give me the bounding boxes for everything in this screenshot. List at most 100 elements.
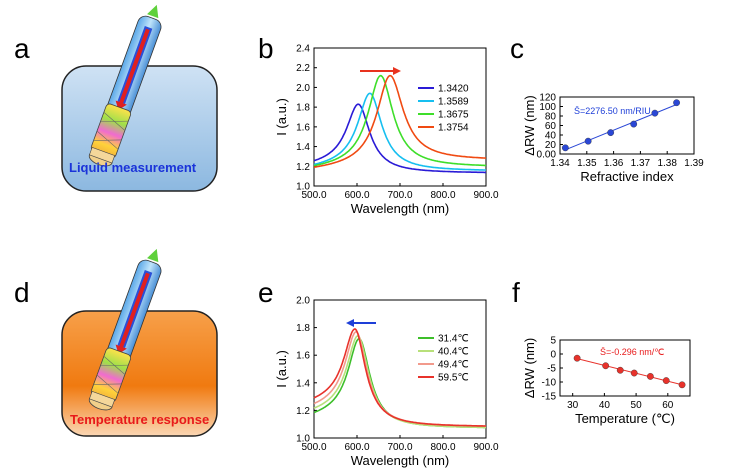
data-point xyxy=(602,362,610,370)
x-tick-label: 1.37 xyxy=(631,158,651,169)
panel-label-c: c xyxy=(510,33,524,64)
y-tick-label: 40 xyxy=(545,131,557,142)
x-tick-label: 600.0 xyxy=(344,442,369,453)
x-tick-label: 700.0 xyxy=(387,190,412,201)
data-point xyxy=(662,377,670,384)
x-tick-label: 1.36 xyxy=(604,158,624,169)
y-tick-label: 60 xyxy=(545,121,557,132)
shift-arrow-head xyxy=(393,67,401,75)
y-axis-title: I (a.u.) xyxy=(274,350,289,388)
sensitivity-annotation: S̄=2276.50 nm/RIU xyxy=(574,106,651,116)
data-point xyxy=(651,109,659,117)
legend-label: 1.3589 xyxy=(438,97,469,108)
legend-label: 1.3420 xyxy=(438,84,469,95)
x-tick-label: 700.0 xyxy=(387,442,412,453)
panel-label-a: a xyxy=(14,33,30,64)
panel-a-box-label: Liquid measurement xyxy=(69,160,197,175)
legend-label: 31.4℃ xyxy=(438,334,469,345)
y-tick-label: 1.6 xyxy=(296,351,310,362)
x-tick-label: 600.0 xyxy=(344,190,369,201)
y-tick-label: 1.0 xyxy=(296,182,310,193)
x-axis-title: Refractive index xyxy=(580,169,674,184)
data-point xyxy=(630,369,638,377)
x-axis-title: Temperature (℃) xyxy=(575,411,675,426)
y-tick-label: 1.2 xyxy=(296,162,310,173)
panel-label-b: b xyxy=(258,33,274,64)
y-tick-label: 1.2 xyxy=(296,406,310,417)
data-point xyxy=(573,354,581,362)
data-point xyxy=(616,366,624,374)
y-tick-label: 2.0 xyxy=(296,83,310,94)
y-tick-label: -5 xyxy=(547,364,556,375)
chart-e: 500.0 600.0 700.0 800.0 900.0 1.0 1.2 1.4 1.6 1.8… xyxy=(274,296,499,469)
x-tick-label: 1.39 xyxy=(684,158,704,169)
y-tick-label: 2.4 xyxy=(296,44,310,55)
x-tick-label: 900.0 xyxy=(473,442,498,453)
y-tick-label: 80 xyxy=(545,112,557,123)
chart-c: 1.34 1.35 1.36 1.37 1.38 1.39 0.00204060801001… xyxy=(522,93,704,185)
legend-label: 1.3754 xyxy=(438,123,469,134)
y-axis-title: ΔRW (nm) xyxy=(522,95,537,155)
legend-label: 1.3675 xyxy=(438,110,469,121)
fiber-probe-d xyxy=(88,248,162,411)
y-tick-label: 2.0 xyxy=(296,296,310,307)
x-axis-title: Wavelength (nm) xyxy=(351,453,450,468)
y-tick-label: 100 xyxy=(539,102,556,113)
x-tick-label: 900.0 xyxy=(473,190,498,201)
series-line-1.3420 xyxy=(313,103,486,174)
y-tick-label: 0.00 xyxy=(537,150,557,161)
y-axis-title: I (a.u.) xyxy=(274,98,289,136)
y-tick-label: -15 xyxy=(542,392,557,403)
series-line-1.3675 xyxy=(313,74,486,167)
y-tick-label: 1.4 xyxy=(296,378,310,389)
data-point xyxy=(584,137,592,145)
x-tick-label: 800.0 xyxy=(430,442,455,453)
y-tick-label: 20 xyxy=(545,140,557,151)
shift-arrow-head xyxy=(346,319,354,327)
series-line-40.4℃ xyxy=(313,335,486,429)
y-tick-label: 0 xyxy=(550,350,556,361)
data-point xyxy=(678,381,686,389)
series-line-1.3589 xyxy=(313,92,486,171)
y-tick-label: 1.4 xyxy=(296,142,310,153)
x-tick-label: 800.0 xyxy=(430,190,455,201)
x-tick-label: 500.0 xyxy=(301,190,326,201)
panel-label-e: e xyxy=(258,277,274,308)
series-line-1.3754 xyxy=(313,74,486,168)
panel-label-f: f xyxy=(512,277,520,308)
y-axis-title: ΔRW (nm) xyxy=(522,338,537,398)
x-tick-label: 40 xyxy=(599,400,611,411)
panel-d-schematic: Temperature response xyxy=(61,248,218,437)
legend-label: 49.4℃ xyxy=(438,360,469,371)
x-tick-label: 500.0 xyxy=(301,442,326,453)
chart-b: 500.0 600.0 700.0 800.0 900.0 1.0 1.2 1.4 1.6 1.8… xyxy=(274,44,499,217)
y-tick-label: 2.2 xyxy=(296,63,310,74)
data-point xyxy=(630,120,638,128)
panel-a-schematic: Liquid measurement xyxy=(61,4,218,192)
x-tick-label: 1.35 xyxy=(577,158,597,169)
data-point xyxy=(561,144,569,152)
y-tick-label: 1.8 xyxy=(296,323,310,334)
x-tick-label: 50 xyxy=(631,400,643,411)
y-tick-label: 120 xyxy=(539,93,556,104)
y-tick-label: 1.8 xyxy=(296,103,310,114)
legend-label: 59.5℃ xyxy=(438,373,469,384)
data-point xyxy=(673,99,680,107)
panel-d-box-label: Temperature response xyxy=(70,412,209,427)
charts-layer: 500.0 600.0 700.0 800.0 900.0 1.0 1.2 1.4 1.6 1.8… xyxy=(274,44,704,469)
y-tick-label: -10 xyxy=(542,378,557,389)
x-axis-title: Wavelength (nm) xyxy=(351,201,450,216)
y-tick-label: 5 xyxy=(550,336,556,347)
fiber-probe-a xyxy=(88,4,162,167)
sensitivity-annotation: S̄=-0.296 nm/℃ xyxy=(600,347,664,357)
x-tick-label: 30 xyxy=(567,400,579,411)
y-tick-label: 1.0 xyxy=(296,434,310,445)
panel-label-d: d xyxy=(14,277,30,308)
data-point xyxy=(646,372,654,380)
x-tick-label: 1.38 xyxy=(657,158,677,169)
y-tick-label: 1.6 xyxy=(296,122,310,133)
x-tick-label: 60 xyxy=(662,400,674,411)
series-line-59.5℃ xyxy=(313,328,486,427)
